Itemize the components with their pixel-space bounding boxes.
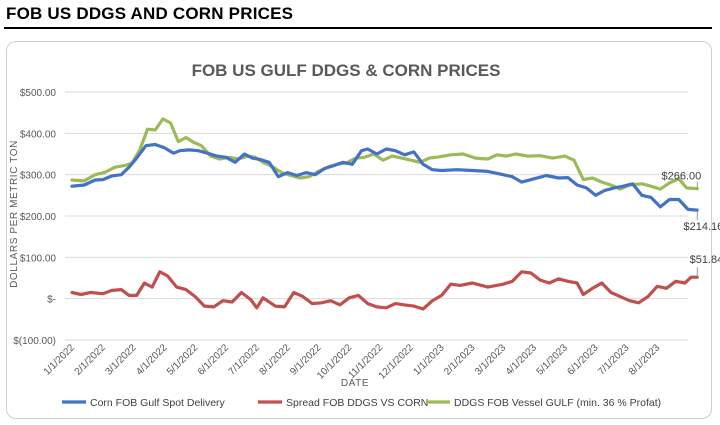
x-tick-label: 8/1/2023 bbox=[627, 342, 663, 378]
x-tick-label: 2/1/2023 bbox=[442, 342, 478, 378]
x-tick-label: 2/1/2022 bbox=[73, 342, 109, 378]
y-tick-label: $200.00 bbox=[20, 212, 57, 223]
y-tick-label: $100.00 bbox=[20, 253, 57, 264]
x-tick-label: 3/1/2023 bbox=[473, 342, 509, 378]
x-tick-label: 5/1/2022 bbox=[165, 342, 201, 378]
y-tick-label: $300.00 bbox=[20, 171, 57, 182]
x-tick-label: 7/1/2022 bbox=[227, 342, 263, 378]
x-axis-title: DATE bbox=[341, 378, 369, 389]
legend-label: DDGS FOB Vessel GULF (min. 36 % Profat) bbox=[454, 397, 661, 409]
x-tick-label: 6/1/2023 bbox=[565, 342, 601, 378]
chart-title: FOB US GULF DDGS & CORN PRICES bbox=[192, 61, 501, 80]
page-header: FOB US DDGS AND CORN PRICES bbox=[6, 4, 294, 23]
x-tick-label: 4/1/2023 bbox=[504, 342, 540, 378]
x-tick-label: 4/1/2022 bbox=[134, 342, 170, 378]
x-axis-ticks: 1/1/20222/1/20223/1/20224/1/20225/1/2022… bbox=[42, 342, 663, 382]
x-tick-label: 7/1/2023 bbox=[596, 342, 632, 378]
x-tick-label: 1/1/2023 bbox=[411, 342, 447, 378]
y-axis-title: DOLLARS PER METRIC TON bbox=[9, 140, 20, 288]
x-tick-label: 3/1/2022 bbox=[103, 342, 139, 378]
annotation-label: $51.84 bbox=[690, 254, 720, 266]
gridlines bbox=[65, 91, 688, 341]
legend: Corn FOB Gulf Spot Delivery Spread FOB DD… bbox=[62, 397, 661, 409]
series-line-1 bbox=[70, 270, 699, 311]
y-tick-label: $500.00 bbox=[20, 88, 57, 99]
end-value-annotations: $266.00 $214.16 $51.84 bbox=[661, 171, 720, 278]
series-line-2 bbox=[70, 117, 699, 191]
x-tick-label: 5/1/2023 bbox=[535, 342, 571, 378]
legend-label: Corn FOB Gulf Spot Delivery bbox=[90, 397, 226, 409]
legend-label: Spread FOB DDGS VS CORN bbox=[286, 397, 428, 409]
x-tick-label: 8/1/2022 bbox=[257, 342, 293, 378]
series-lines bbox=[70, 117, 699, 311]
y-tick-label: $(100.00) bbox=[13, 336, 56, 347]
series-line-0 bbox=[70, 142, 699, 212]
y-axis-ticks: $(100.00) $- $100.00 $200.00 $300.00 $400.00 $… bbox=[13, 88, 56, 347]
annotation-label: $266.00 bbox=[661, 171, 701, 183]
y-tick-label: $400.00 bbox=[20, 129, 57, 140]
annotation-label: $214.16 bbox=[683, 221, 720, 233]
y-tick-label: $- bbox=[47, 295, 56, 306]
x-tick-label: 1/1/2022 bbox=[42, 342, 78, 378]
x-tick-label: 6/1/2022 bbox=[196, 342, 232, 378]
header-rule bbox=[4, 27, 712, 29]
chart-frame bbox=[6, 41, 712, 419]
